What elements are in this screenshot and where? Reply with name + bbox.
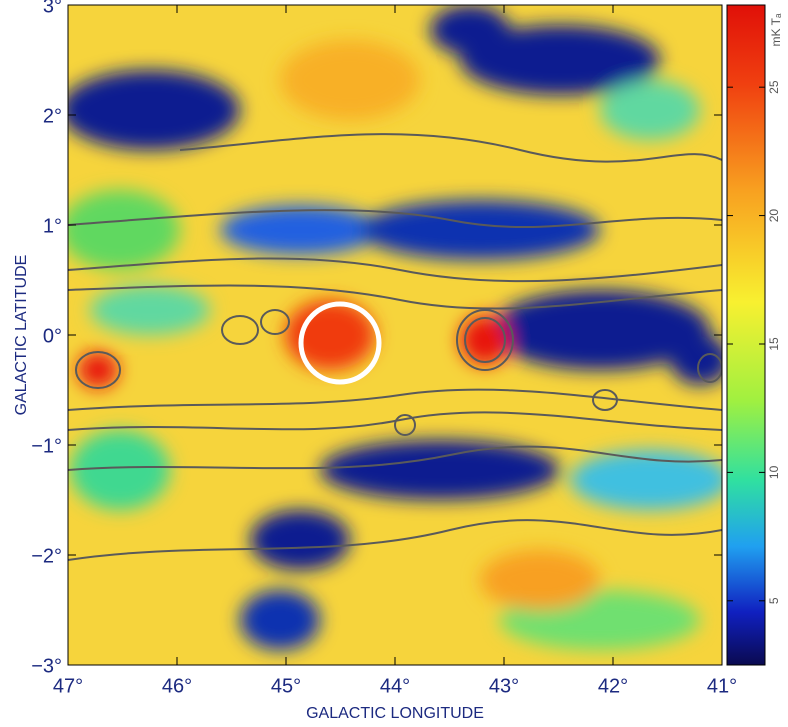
x-tick-label: 44° <box>380 675 410 697</box>
x-tick-label: 46° <box>162 675 192 697</box>
x-axis-title: GALACTIC LONGITUDE <box>306 705 484 722</box>
y-tick-label: −3° <box>31 655 62 677</box>
y-tick-label: 1° <box>43 215 62 237</box>
y-tick-label: −2° <box>31 545 62 567</box>
y-tick-label: −1° <box>31 435 62 457</box>
chart: GALACTIC LONGITUDE GALACTIC LATITUDE mK … <box>0 0 788 727</box>
colorbar-tick-label: 5 <box>767 597 781 604</box>
colorbar-tick-label: 15 <box>767 337 781 351</box>
x-tick-label: 43° <box>489 675 519 697</box>
heatmap <box>60 5 730 665</box>
colorbar-label: mK Tₐ <box>769 13 783 46</box>
y-tick-label: 2° <box>43 105 62 127</box>
x-tick-label: 47° <box>53 675 83 697</box>
colorbar-tick-label: 25 <box>767 80 781 94</box>
y-tick-label: 3° <box>43 0 62 17</box>
colorbar-tick-label: 20 <box>767 209 781 223</box>
colorbar <box>727 5 765 665</box>
y-tick-label: 0° <box>43 325 62 347</box>
y-axis-title: GALACTIC LATITUDE <box>13 255 30 416</box>
x-tick-label: 41° <box>707 675 737 697</box>
colorbar-tick-label: 10 <box>767 465 781 479</box>
x-tick-label: 42° <box>598 675 628 697</box>
x-tick-label: 45° <box>271 675 301 697</box>
